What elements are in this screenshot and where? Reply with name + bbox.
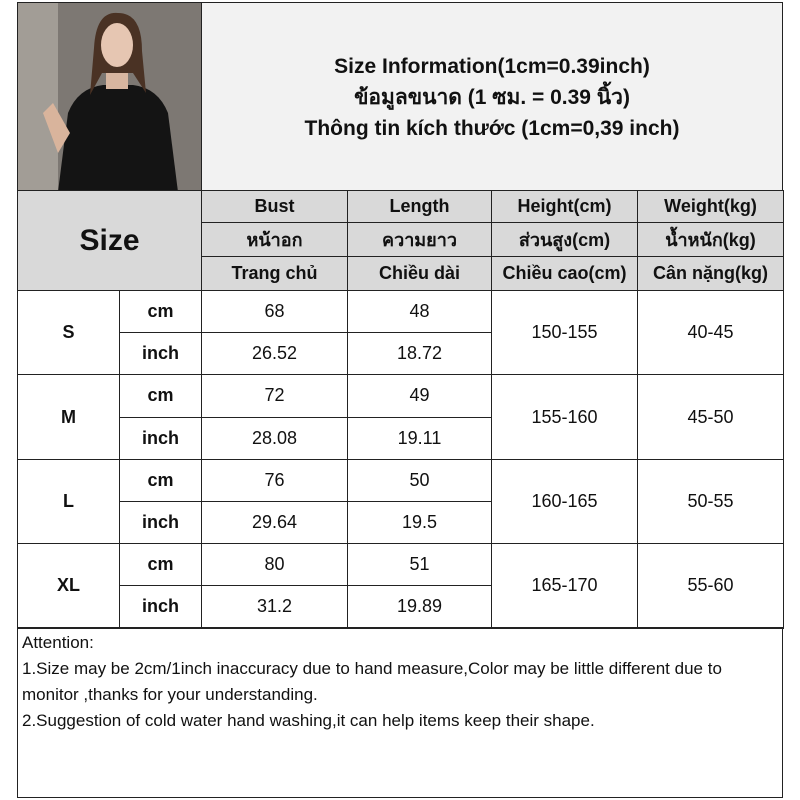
- cell-height: 165-170: [491, 543, 638, 629]
- size-label: M: [17, 374, 120, 460]
- unit-inch: inch: [119, 585, 202, 629]
- model-image: [18, 3, 201, 190]
- column-header-th: หน้าอก: [201, 222, 348, 257]
- unit-inch: inch: [119, 501, 202, 545]
- cell-cm: 80: [201, 543, 348, 587]
- cell-inch: 28.08: [201, 416, 348, 460]
- cell-weight: 50-55: [637, 458, 784, 545]
- cell-inch: 26.52: [201, 332, 348, 376]
- cell-inch: 18.72: [347, 332, 492, 376]
- column-header-vi: Chiều dài: [347, 256, 492, 291]
- cell-height: 150-155: [491, 290, 638, 376]
- column-header-vi: Cân nặng(kg): [637, 256, 784, 291]
- column-header-en: Bust: [201, 190, 348, 223]
- size-label: S: [17, 290, 120, 376]
- cell-cm: 68: [201, 290, 348, 334]
- unit-inch: inch: [119, 416, 202, 460]
- cell-cm: 76: [201, 458, 348, 502]
- cell-cm: 72: [201, 374, 348, 418]
- column-header-th: ส่วนสูง(cm): [491, 222, 638, 257]
- cell-weight: 55-60: [637, 543, 784, 629]
- cell-weight: 45-50: [637, 374, 784, 460]
- column-header-vi: Trang chủ: [201, 256, 348, 291]
- cell-height: 155-160: [491, 374, 638, 460]
- column-header-en: Length: [347, 190, 492, 223]
- column-header-th: น้ำหนัก(kg): [637, 222, 784, 257]
- unit-cm: cm: [119, 458, 202, 502]
- info-title-vi: Thông tin kích thước (1cm=0,39 inch): [304, 117, 680, 140]
- unit-cm: cm: [119, 374, 202, 418]
- cell-inch: 31.2: [201, 585, 348, 629]
- product-photo: [17, 2, 202, 191]
- cell-inch: 19.89: [347, 585, 492, 629]
- column-header-th: ความยาว: [347, 222, 492, 257]
- unit-inch: inch: [119, 332, 202, 376]
- cell-cm: 51: [347, 543, 492, 587]
- attention-notes: Attention: 1.Size may be 2cm/1inch inacc…: [17, 627, 783, 798]
- size-header: Size: [17, 190, 202, 291]
- cell-inch: 19.5: [347, 501, 492, 545]
- cell-inch: 19.11: [347, 416, 492, 460]
- attention-title: Attention:: [22, 633, 94, 652]
- cell-cm: 49: [347, 374, 492, 418]
- size-label: L: [17, 458, 120, 545]
- size-label: XL: [17, 543, 120, 629]
- attention-note-2: 2.Suggestion of cold water hand washing,…: [22, 711, 595, 730]
- column-header-en: Weight(kg): [637, 190, 784, 223]
- cell-weight: 40-45: [637, 290, 784, 376]
- column-header-en: Height(cm): [491, 190, 638, 223]
- cell-inch: 29.64: [201, 501, 348, 545]
- info-title-en: Size Information(1cm=0.39inch): [334, 55, 650, 78]
- info-title-th: ข้อมูลขนาด (1 ซม. = 0.39 นิ้ว): [354, 86, 630, 109]
- column-header-vi: Chiều cao(cm): [491, 256, 638, 291]
- attention-note-1: 1.Size may be 2cm/1inch inaccuracy due t…: [22, 659, 722, 704]
- cell-cm: 48: [347, 290, 492, 334]
- size-info-header: Size Information(1cm=0.39inch) ข้อมูลขนา…: [201, 2, 783, 191]
- unit-cm: cm: [119, 543, 202, 587]
- cell-height: 160-165: [491, 458, 638, 545]
- unit-cm: cm: [119, 290, 202, 334]
- cell-cm: 50: [347, 458, 492, 502]
